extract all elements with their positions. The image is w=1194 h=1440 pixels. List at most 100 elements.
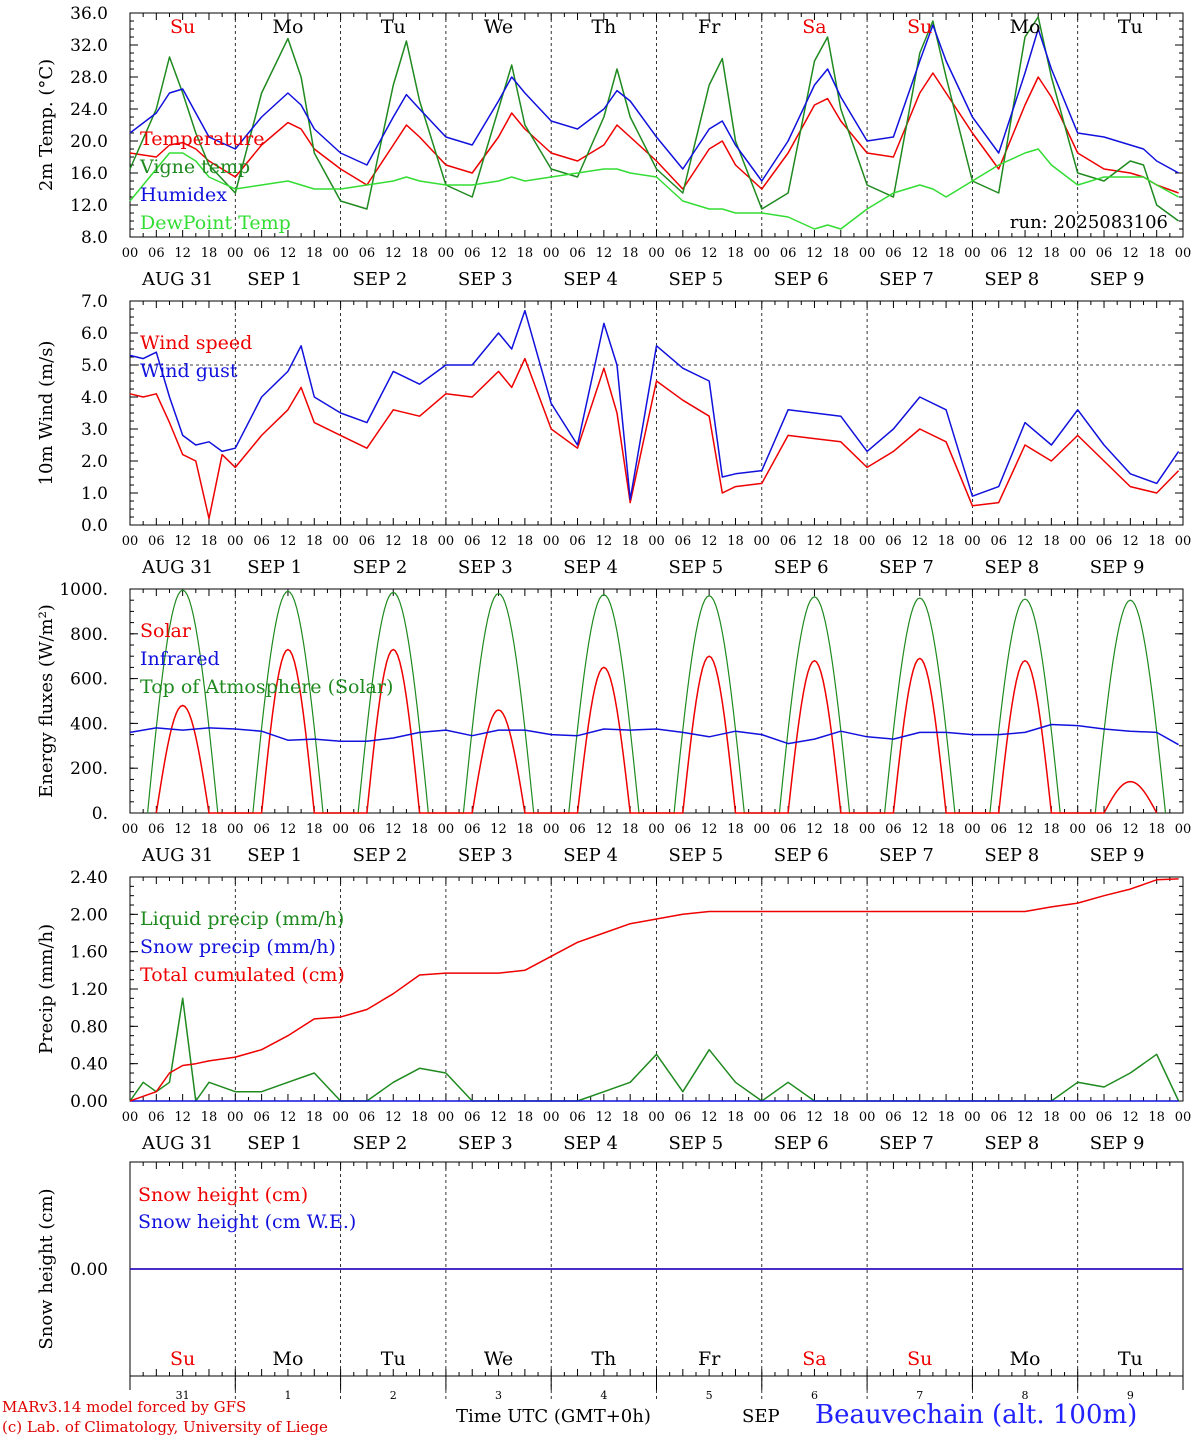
hour-tick-label: 06 [885,246,902,261]
day-name-label: We [484,16,513,38]
date-label: SEP 1 [247,845,302,866]
hour-tick-label: 12 [1122,534,1139,549]
date-label: SEP 7 [879,1133,934,1154]
date-label: SEP 6 [774,557,829,578]
y-axis-label: Precip (mm/h) [36,924,57,1054]
hour-tick-label: 18 [411,822,428,837]
date-label: AUG 31 [141,269,213,290]
hour-tick-label: 18 [411,534,428,549]
hour-tick-label: 00 [332,1110,349,1125]
date-label: SEP 2 [353,557,408,578]
day-number-label: 7 [916,1389,923,1402]
hour-tick-label: 12 [280,1110,297,1125]
hour-tick-label: 06 [569,534,586,549]
hour-tick-label: 12 [806,246,823,261]
station-name: Beauvechain (alt. 100m) [815,1400,1138,1430]
legend-entry: Snow height (cm W.E.) [138,1211,356,1233]
hour-tick-label: 00 [332,534,349,549]
y-tick-label: 0. [92,804,108,824]
chart-panel-5: 0.00 Snow height (cm) Snow height (cm) Snow… [36,1161,1184,1402]
legend-entry: Top of Atmosphere (Solar) [140,676,393,698]
legend-entry: Vigne temp [139,156,250,178]
hour-tick-label: 06 [359,246,376,261]
plot-frame [129,588,1184,814]
hour-tick-label: 00 [438,246,455,261]
hour-tick-label: 12 [385,822,402,837]
y-axis-label: Energy fluxes (W/m²) [36,604,57,798]
day-number-label: 9 [1127,1389,1134,1402]
hour-tick-label: 06 [1096,246,1113,261]
hour-tick-label: 00 [438,1110,455,1125]
date-label: SEP 7 [879,845,934,866]
hour-tick-label: 06 [990,534,1007,549]
hour-tick-label: 18 [727,534,744,549]
hour-tick-label: 00 [754,822,771,837]
hour-tick-label: 18 [833,246,850,261]
hour-tick-label: 18 [517,822,534,837]
hour-tick-label: 06 [148,534,165,549]
day-number-label: 8 [1022,1389,1029,1402]
month-label: SEP [742,1406,780,1427]
hour-tick-label: 18 [1043,1110,1060,1125]
hour-tick-label: 12 [911,822,928,837]
legend-entry: Liquid precip (mm/h) [140,908,344,930]
y-axis-label: 2m Temp. (°C) [36,59,57,191]
date-label: SEP 1 [247,557,302,578]
date-label: SEP 4 [563,557,618,578]
hour-tick-label: 18 [727,246,744,261]
y-tick-label: 400. [70,714,108,734]
hour-tick-label: 00 [332,246,349,261]
y-tick-label: 6.0 [81,324,108,344]
plot-frame [129,300,1184,526]
hour-tick-label: 18 [938,246,955,261]
plot-frame [129,12,1184,238]
day-name-label: Sa [802,16,826,38]
hour-tick-label: 12 [385,246,402,261]
y-tick-label: 800. [70,625,108,645]
date-label: SEP 3 [458,1133,513,1154]
hour-tick-label: 06 [885,822,902,837]
hour-tick-label: 06 [675,822,692,837]
hour-tick-label: 12 [1122,822,1139,837]
y-tick-label: 24.0 [70,100,108,120]
day-name-label: Sa [802,1348,826,1370]
hour-tick-label: 12 [596,534,613,549]
hour-tick-label: 18 [938,534,955,549]
date-label: SEP 9 [1090,845,1145,866]
series-line-total-cumulated-cm [129,878,1179,1102]
date-label: SEP 2 [353,845,408,866]
hour-tick-label: 00 [227,534,244,549]
hour-tick-label: 12 [701,534,718,549]
date-label: SEP 1 [247,269,302,290]
hour-tick-label: 12 [174,246,191,261]
hour-tick-label: 18 [622,1110,639,1125]
day-name-label: Tu [381,1348,406,1370]
legend-entry: DewPoint Temp [140,212,291,234]
chart-panel-2: 0.0 1.0 2.0 3.0 4.0 5.0 6.0 7.0 10m Wind (m/s) Wi… [36,292,1191,578]
date-label: SEP 6 [774,845,829,866]
date-label: SEP 7 [879,269,934,290]
date-label: SEP 9 [1090,269,1145,290]
hour-tick-label: 00 [964,1110,981,1125]
date-label: AUG 31 [141,557,213,578]
hour-tick-label: 06 [885,534,902,549]
hour-tick-label: 12 [806,1110,823,1125]
hour-tick-label: 06 [148,822,165,837]
y-tick-label: 600. [70,670,108,690]
series-line-dewpoint-temp [129,148,1179,230]
hour-tick-label: 18 [306,534,323,549]
y-tick-label: 1.0 [81,484,108,504]
date-label: SEP 5 [669,845,724,866]
hour-tick-label: 18 [1148,822,1165,837]
legend-entry: Solar [140,620,192,642]
hour-tick-label: 12 [385,1110,402,1125]
hour-tick-label: 06 [780,822,797,837]
chart-panel-4: 0.00 0.40 0.80 1.20 1.60 2.00 2.40 Precip (mm/h… [36,868,1191,1154]
hour-tick-label: 00 [1175,246,1192,261]
y-tick-label: 20.0 [70,132,108,152]
hour-tick-label: 06 [464,246,481,261]
hour-tick-label: 18 [833,534,850,549]
legend-entry: Humidex [140,184,227,206]
hour-tick-label: 18 [201,822,218,837]
hour-tick-label: 06 [464,1110,481,1125]
